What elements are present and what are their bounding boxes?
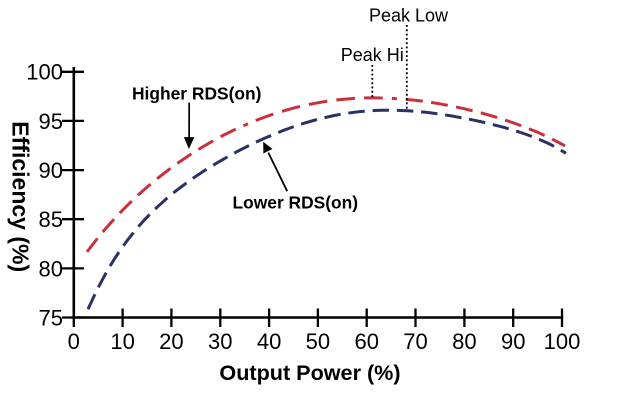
svg-text:85: 85 <box>39 207 63 232</box>
svg-text:80: 80 <box>452 329 476 354</box>
svg-text:60: 60 <box>354 329 378 354</box>
svg-text:70: 70 <box>403 329 427 354</box>
svg-text:80: 80 <box>39 256 63 281</box>
svg-text:100: 100 <box>26 60 63 85</box>
svg-text:0: 0 <box>68 329 80 354</box>
svg-text:20: 20 <box>159 329 183 354</box>
svg-text:Lower RDS(on): Lower RDS(on) <box>233 193 359 213</box>
svg-text:100: 100 <box>544 329 581 354</box>
svg-text:40: 40 <box>257 329 281 354</box>
svg-text:50: 50 <box>306 329 330 354</box>
svg-text:90: 90 <box>39 158 63 183</box>
svg-text:75: 75 <box>39 305 63 330</box>
svg-text:30: 30 <box>208 329 232 354</box>
svg-text:Peak Low: Peak Low <box>369 5 449 25</box>
svg-text:Peak Hi: Peak Hi <box>341 45 404 65</box>
svg-text:Efficiency (%): Efficiency (%) <box>8 121 34 272</box>
svg-text:95: 95 <box>39 109 63 134</box>
svg-text:Higher RDS(on): Higher RDS(on) <box>132 84 261 104</box>
svg-text:10: 10 <box>110 329 134 354</box>
svg-text:90: 90 <box>501 329 525 354</box>
svg-text:Output Power (%): Output Power (%) <box>219 360 400 385</box>
